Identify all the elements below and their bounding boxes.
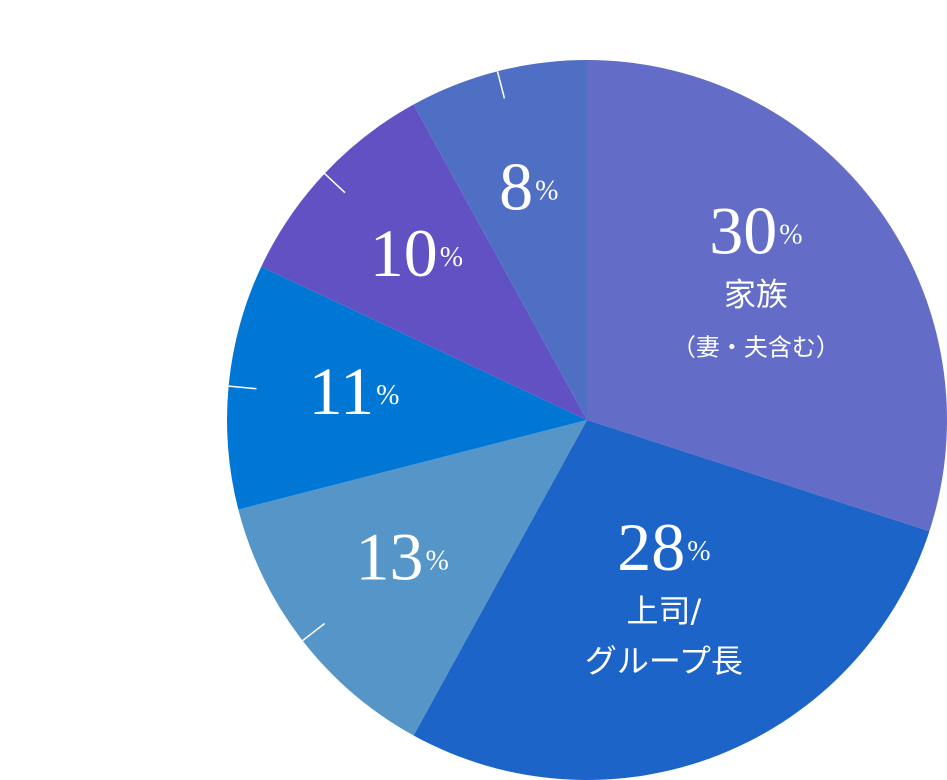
pie-slice <box>413 59 587 420</box>
data-label-unit: % <box>440 242 463 273</box>
leader-line <box>496 71 506 99</box>
data-label: 8% <box>499 148 558 224</box>
data-label: 30% <box>709 192 802 268</box>
pie-slice <box>261 104 587 420</box>
leader-line <box>228 385 257 390</box>
category-line: グループ長 <box>585 642 743 680</box>
category-line: 上司/ <box>626 592 701 630</box>
data-label-number: 28 <box>617 509 685 585</box>
data-label: 28% <box>617 509 710 585</box>
data-label: 13% <box>355 518 448 594</box>
pie-slice <box>227 266 588 510</box>
data-label-unit: % <box>376 380 399 411</box>
category-label: 家族 （妻・夫含む） <box>672 275 840 361</box>
leader-line <box>324 173 346 194</box>
data-label-number: 11 <box>309 353 374 429</box>
pie-slice <box>413 420 930 780</box>
leader-line <box>302 622 326 642</box>
data-label-unit: % <box>779 220 802 251</box>
data-label: 11% <box>309 353 400 429</box>
data-label-unit: % <box>425 546 448 577</box>
pie-slice <box>238 420 587 736</box>
category-label: 上司/グループ長 <box>585 592 743 680</box>
data-label-number: 13 <box>355 518 423 594</box>
data-label-number: 8 <box>499 148 533 224</box>
category-line: （妻・夫含む） <box>672 333 840 361</box>
data-label-unit: % <box>687 537 710 568</box>
pie-slice <box>587 60 947 532</box>
data-label-number: 10 <box>370 214 438 290</box>
data-label-number: 30 <box>709 192 777 268</box>
data-label: 10% <box>370 214 463 290</box>
category-line: 家族 <box>724 275 788 313</box>
data-label-unit: % <box>535 176 558 207</box>
